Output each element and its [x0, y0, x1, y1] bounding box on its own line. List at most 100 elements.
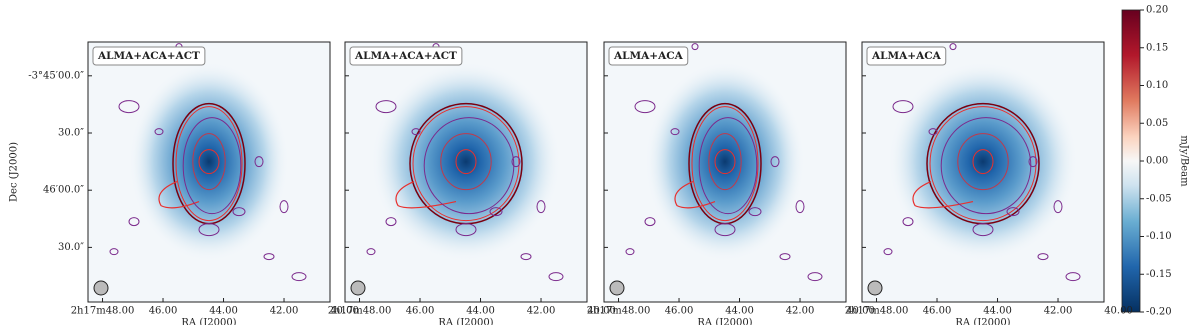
emission [129, 61, 289, 262]
contour-purple [423, 117, 515, 215]
colorbar-tick-label: 0.20 [1146, 5, 1168, 16]
contour-tail [674, 181, 716, 209]
panel [88, 42, 330, 302]
beam [609, 280, 625, 296]
contour-noise [536, 200, 546, 214]
contour-noise [1037, 253, 1049, 261]
panel-label: ALMA+ACA [613, 50, 684, 62]
x-axis-label: RA (J2000) [438, 318, 493, 325]
colorbar-tick-label: 0.05 [1146, 118, 1168, 129]
contour-noise [748, 207, 762, 217]
contour-red [412, 106, 520, 222]
panel [862, 42, 1104, 302]
contour-noise [883, 248, 893, 256]
contour-purple [182, 117, 242, 215]
x-tick-label: 2h17m48.00 [328, 306, 392, 317]
contour-noise [511, 156, 521, 168]
x-tick-label: 2h17m48.00 [845, 306, 909, 317]
contour-core [198, 149, 220, 175]
contour-red [929, 106, 1037, 222]
contour-noise [1006, 207, 1020, 217]
x-tick-label: 42.00 [1044, 306, 1073, 317]
x-tick-label: 46.00 [406, 306, 435, 317]
contour-noise [795, 200, 805, 214]
contour-noise [520, 253, 532, 261]
frame [861, 41, 1105, 303]
contour-noise [154, 128, 164, 136]
x-axis-label: RA (J2000) [955, 318, 1010, 325]
contour-noise [254, 156, 264, 168]
contour-purple [940, 117, 1032, 215]
x-tick-label: 44.00 [209, 306, 238, 317]
colorbar-tick-label: -0.20 [1146, 307, 1172, 318]
contour-inner [192, 133, 226, 191]
panel-label: ALMA+ACA+ACT [97, 50, 200, 62]
panel-label: ALMA+ACA [871, 50, 942, 62]
beam [93, 280, 109, 296]
colorbar-tick-label: 0.15 [1146, 42, 1168, 53]
contour-core [455, 149, 477, 175]
x-tick-label: 40.00 [1104, 306, 1133, 317]
panel [345, 42, 587, 302]
contour-noise [291, 272, 307, 282]
panel-label: ALMA+ACA+ACT [354, 50, 457, 62]
x-tick-label: 46.00 [923, 306, 952, 317]
y-tick-label: 30.0″ [58, 242, 84, 253]
contour-noise [375, 100, 397, 114]
y-tick-label: -3°45′00.0″ [28, 70, 84, 81]
contour-noise [455, 223, 477, 237]
contour-noise [263, 253, 275, 261]
contour-noise [118, 100, 140, 114]
x-tick-label: 44.00 [725, 306, 754, 317]
emission [888, 61, 1078, 262]
contour-noise [385, 217, 397, 227]
contour-noise [366, 248, 376, 256]
panel [604, 42, 846, 302]
contour-noise [232, 207, 246, 217]
panel-label-box [608, 46, 689, 66]
emission [371, 61, 561, 262]
colorbar-label: mJy/Beam [1179, 135, 1190, 187]
x-axis-label: RA (J2000) [181, 318, 236, 325]
contour-noise [949, 43, 957, 51]
contour-red [175, 106, 243, 222]
contour-noise [109, 248, 119, 256]
x-tick-label: 44.00 [466, 306, 495, 317]
contour-noise [128, 217, 140, 227]
contour-noise [548, 272, 564, 282]
contour-inner [440, 133, 492, 191]
panel-label-box [92, 46, 206, 66]
colorbar-tick-label: -0.15 [1146, 269, 1172, 280]
contour-noise [714, 223, 736, 237]
x-tick-label: 40.00 [846, 306, 875, 317]
panel-label-box [349, 46, 463, 66]
contour-noise [644, 217, 656, 227]
contour-noise [807, 272, 823, 282]
x-tick-label: 42.00 [527, 306, 556, 317]
x-tick-label: 42.00 [786, 306, 815, 317]
y-tick-label: 46′00.0″ [43, 185, 84, 196]
contour-noise [625, 248, 635, 256]
contour-noise [972, 223, 994, 237]
x-tick-label: 2h17m48.00 [71, 306, 135, 317]
contour-noise [770, 156, 780, 168]
x-tick-label: 44.00 [983, 306, 1012, 317]
contour-tail [395, 181, 457, 209]
colorbar-tick-label: 0.10 [1146, 80, 1168, 91]
y-tick-label: 30.0″ [58, 128, 84, 139]
contour-noise [1053, 200, 1063, 214]
contour-noise [670, 128, 680, 136]
beam [350, 280, 366, 296]
frame [87, 41, 331, 303]
contour-tail [912, 181, 974, 209]
contour-noise [779, 253, 791, 261]
x-tick-label: 46.00 [149, 306, 178, 317]
y-axis-label: Dec (J2000) [9, 142, 20, 202]
colorbar-tick-label: -0.05 [1146, 193, 1172, 204]
contour-tail [158, 181, 200, 209]
contour-noise [928, 128, 938, 136]
panel-label-box [866, 46, 947, 66]
contour-noise [691, 43, 699, 51]
x-tick-label: 40.00 [587, 306, 616, 317]
